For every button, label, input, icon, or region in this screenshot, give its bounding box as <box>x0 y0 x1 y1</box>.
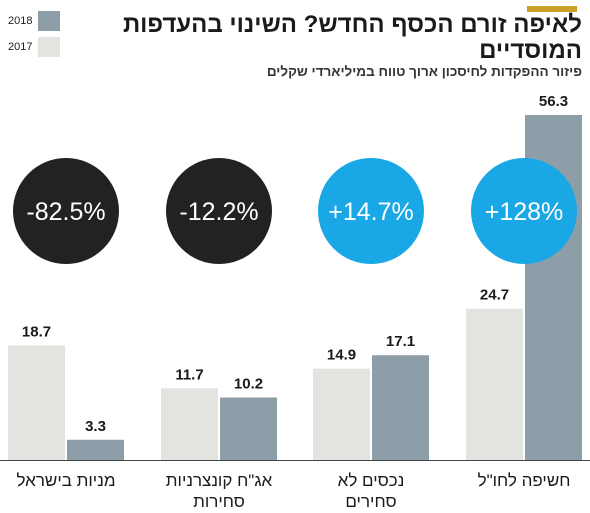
bar-value-label-2017-cat-2: 11.7 <box>175 366 203 383</box>
change-circle-cat-1 <box>13 158 119 264</box>
bar-value-label-2018-cat-3: 17.1 <box>386 333 415 350</box>
category-label-cat-3-line-1: נכסים לא <box>338 471 405 490</box>
category-label-cat-2-line-2: סחירות <box>193 492 245 511</box>
legend-swatch-2018 <box>38 11 60 31</box>
change-circle-cat-3 <box>318 158 424 264</box>
change-label-cat-3: +14.7% <box>328 198 414 226</box>
legend-item-2017: 2017 <box>8 34 60 60</box>
bar-value-label-2017-cat-3: 14.9 <box>327 347 356 364</box>
legend-swatch-2017 <box>38 37 60 57</box>
chart-title: לאיפה זורם הכסף החדש? השינוי בהעדפות המו… <box>122 11 582 64</box>
legend-item-2018: 2018 <box>8 8 60 34</box>
bar-2018-cat-2 <box>220 397 277 460</box>
change-label-cat-1: -82.5% <box>26 198 105 226</box>
accent-bar <box>527 6 577 12</box>
bar-value-label-2017-cat-4: 24.7 <box>480 287 509 304</box>
change-label-cat-2: -12.2% <box>179 198 258 226</box>
category-label-cat-4-line-1: חשיפה לחו"ל <box>478 471 571 490</box>
bar-2017-cat-3 <box>313 368 370 460</box>
bar-2017-cat-1 <box>8 345 65 460</box>
category-label-cat-1-line-1: מניות בישראל <box>16 471 115 490</box>
chart-subtitle: פיזור ההפקדות לחיסכון ארוך טווח במיליארד… <box>266 64 582 79</box>
bar-2017-cat-2 <box>161 388 218 460</box>
category-label-cat-3-line-2: סחירים <box>345 492 396 511</box>
bar-value-label-2018-cat-1: 3.3 <box>85 418 106 435</box>
change-circle-cat-4 <box>471 158 577 264</box>
bar-value-label-2017-cat-1: 18.7 <box>22 323 51 340</box>
legend-label-2018: 2018 <box>8 15 33 27</box>
bar-value-label-2018-cat-2: 10.2 <box>234 375 263 392</box>
bar-2018-cat-3 <box>372 355 429 460</box>
bar-2017-cat-4 <box>466 308 523 460</box>
bar-value-label-2018-cat-4: 56.3 <box>539 93 568 110</box>
change-circle-cat-2 <box>166 158 272 264</box>
bar-2018-cat-1 <box>67 439 124 460</box>
change-label-cat-4: +128% <box>485 198 564 226</box>
legend-label-2017: 2017 <box>8 41 33 53</box>
legend: 2018 2017 <box>8 8 60 60</box>
category-label-cat-2-line-1: אג"ח קונצרניות <box>166 471 273 490</box>
